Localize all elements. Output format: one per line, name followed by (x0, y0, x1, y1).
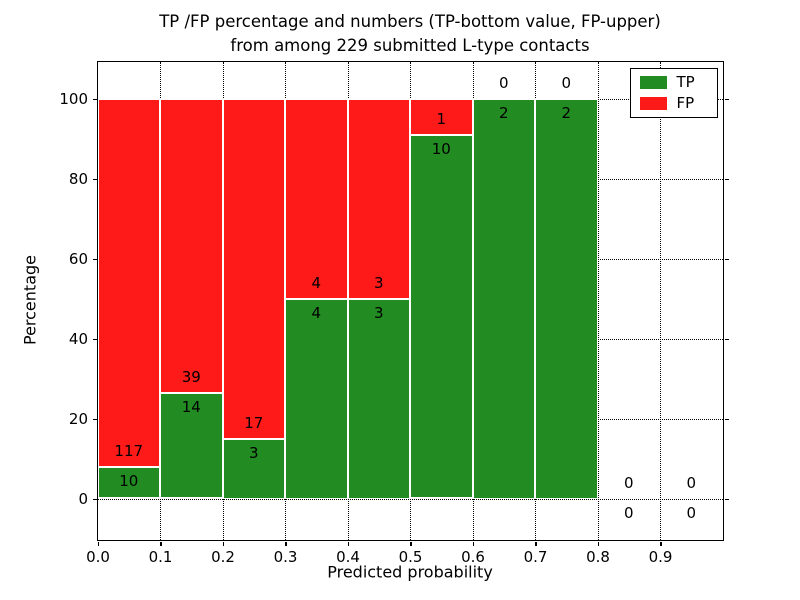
tp-count-label: 3 (373, 303, 384, 322)
tp-count-label: 14 (181, 397, 201, 416)
bar-tp-segment (97, 467, 160, 499)
fp-count-label: 3 (373, 273, 384, 292)
y-axis-tick (92, 418, 97, 420)
x-tick-label: 0.5 (398, 548, 423, 566)
bar-fp-segment (160, 98, 223, 393)
x-tick-label: 0.4 (336, 548, 360, 566)
tp-count-label: 2 (498, 103, 509, 122)
fp-count-label: 1 (436, 109, 447, 128)
fp-count-label: 0 (686, 473, 697, 492)
bar-tp-segment (160, 392, 223, 499)
x-axis-tick (597, 541, 599, 546)
x-tick-label: 0.6 (461, 548, 485, 566)
x-tick-label: 0.0 (86, 548, 110, 566)
fp-count-label: 117 (114, 442, 144, 460)
bar-tp-segment (222, 438, 285, 499)
tp-count-label: 3 (248, 443, 259, 462)
bar-fp-segment (97, 98, 160, 467)
x-axis-tick (472, 541, 474, 546)
x-tick-label: 0.2 (211, 548, 235, 566)
legend-label-tp: TP (676, 73, 695, 91)
x-tick-label: 0.7 (523, 548, 548, 566)
x-tick-label: 0.3 (273, 548, 298, 566)
y-axis-tick (92, 98, 97, 100)
tp-count-label: 10 (119, 472, 139, 490)
tp-count-label: 10 (431, 139, 451, 158)
y-tick-label: 40 (68, 330, 88, 348)
bar-tp-segment (472, 98, 535, 499)
x-axis-tick (535, 541, 537, 546)
v-gridline (660, 61, 661, 540)
y-axis-tick-right (724, 418, 729, 420)
fp-count-label: 0 (561, 73, 572, 92)
tp-count-label: 4 (311, 303, 322, 322)
y-axis-tick (92, 498, 97, 500)
y-axis-tick-right (724, 338, 729, 340)
y-axis-tick (92, 258, 97, 260)
x-axis-tick (160, 541, 162, 546)
x-axis-label: Predicted probability (327, 562, 493, 582)
fp-count-label: 0 (623, 473, 634, 492)
y-axis-tick (92, 178, 97, 180)
x-tick-label: 0.1 (148, 548, 173, 566)
y-axis-label: Percentage (20, 254, 40, 346)
bar-tp-segment (410, 134, 473, 499)
x-axis-tick (660, 541, 662, 546)
y-axis-tick-right (724, 98, 729, 100)
legend-item-fp: FP (631, 94, 717, 112)
v-gridline (597, 61, 599, 540)
fp-count-label: 4 (311, 273, 322, 292)
y-axis-tick-right (724, 498, 729, 500)
bar-fp-segment (410, 98, 473, 135)
x-axis-tick (285, 541, 287, 546)
tp-count-label: 0 (686, 503, 697, 522)
y-axis-tick-right (724, 258, 729, 260)
chart-title-line2: from among 229 submitted L-type contacts (230, 36, 590, 55)
x-tick-label: 0.8 (586, 548, 610, 566)
bar-tp-segment (285, 298, 348, 499)
fp-count-label: 17 (244, 413, 264, 432)
legend-item-tp: TP (631, 73, 717, 91)
fp-legend-swatch (639, 96, 667, 110)
x-axis-tick (222, 541, 224, 546)
y-axis-tick-right (724, 178, 729, 180)
bar-tp-segment (347, 298, 410, 499)
tp-count-label: 0 (623, 503, 634, 522)
x-axis-tick (97, 541, 99, 546)
y-tick-label: 20 (68, 410, 88, 428)
y-tick-label: 0 (78, 490, 88, 508)
y-tick-label: 60 (68, 250, 88, 268)
bar-tp-segment (535, 98, 598, 499)
legend: TP FP (629, 67, 718, 118)
chart-title-line1: TP /FP percentage and numbers (TP-bottom… (159, 12, 661, 31)
fp-count-label: 0 (498, 73, 509, 92)
y-tick-label: 100 (59, 90, 88, 108)
bar-fp-segment (222, 98, 285, 439)
x-axis-tick (347, 541, 349, 546)
bar-fp-segment (285, 98, 348, 299)
y-axis-tick (92, 338, 97, 340)
plot-area: 117 10 39 14 17 3 4 4 3 3 1 10 0 2 0 2 0 0 0 0 TP FP (96, 60, 724, 541)
y-tick-label: 80 (68, 170, 88, 188)
tp-count-label: 2 (561, 103, 572, 122)
tp-legend-swatch (639, 75, 667, 89)
x-tick-label: 0.9 (648, 548, 673, 566)
bar-fp-segment (347, 98, 410, 299)
legend-label-fp: FP (676, 94, 695, 112)
chart-title: TP /FP percentage and numbers (TP-bottom… (0, 10, 800, 58)
fp-count-label: 39 (181, 367, 201, 386)
x-axis-tick (410, 541, 412, 546)
